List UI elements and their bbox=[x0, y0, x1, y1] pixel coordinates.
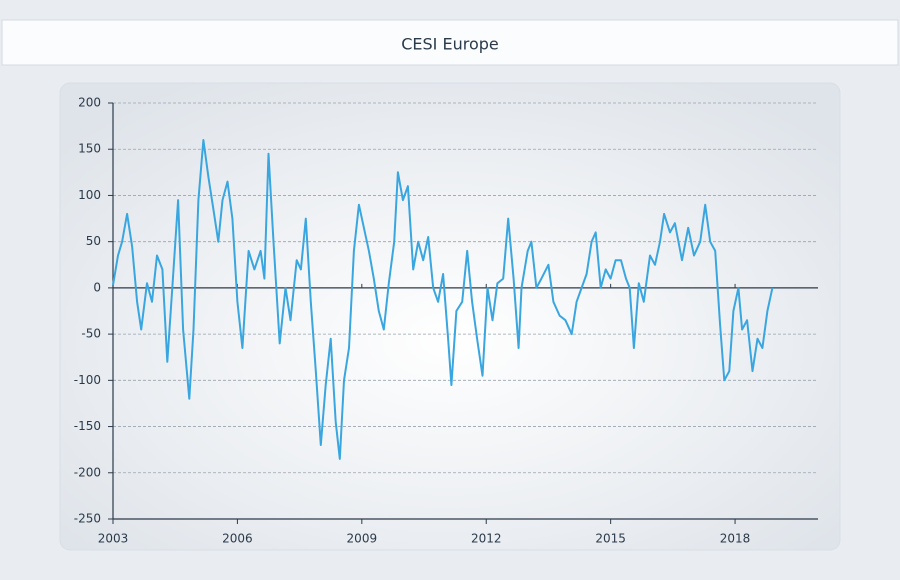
chart-title: CESI Europe bbox=[401, 35, 499, 54]
y-tick-label: 150 bbox=[78, 142, 101, 156]
plot-area: -250 -200 -150 -100 -50 0 50 100 150 200 2003 2006 2… bbox=[74, 96, 818, 546]
x-tick-label: 2018 bbox=[720, 532, 751, 546]
y-tick-label: 50 bbox=[86, 234, 101, 248]
x-tick-label: 2009 bbox=[347, 532, 378, 546]
x-tick-label: 2015 bbox=[595, 532, 626, 546]
title-bar bbox=[1, 19, 899, 66]
x-tick-label: 2003 bbox=[98, 532, 129, 546]
chart-panel bbox=[59, 82, 841, 551]
y-tick-label: -150 bbox=[74, 419, 101, 433]
y-tick-label: -250 bbox=[74, 512, 101, 526]
y-tick-label: -200 bbox=[74, 465, 101, 479]
x-tick-label: 2012 bbox=[471, 532, 502, 546]
data-line bbox=[112, 139, 774, 460]
y-tick-label: 200 bbox=[78, 96, 101, 110]
y-tick-label: -100 bbox=[74, 373, 101, 387]
x-tick-label: 2006 bbox=[222, 532, 253, 546]
y-tick-label: 0 bbox=[93, 280, 101, 294]
y-tick-label: -50 bbox=[81, 327, 101, 341]
y-tick-label: 100 bbox=[78, 188, 101, 202]
